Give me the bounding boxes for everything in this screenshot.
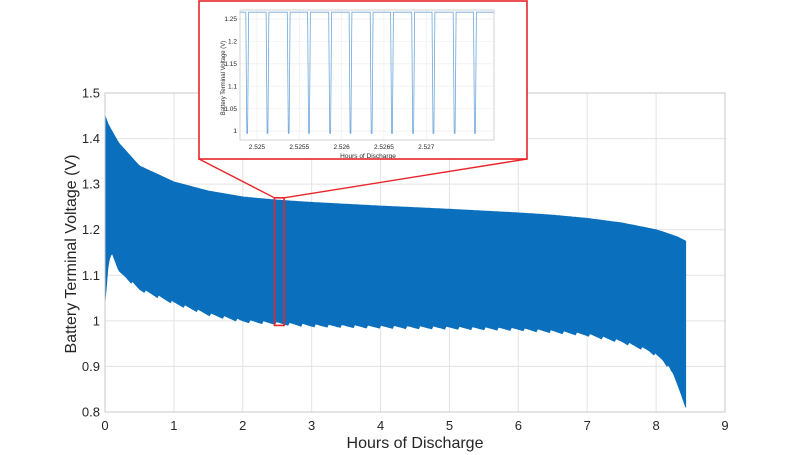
callout-connector-right	[284, 158, 528, 199]
inset-x-tick-label: 2.526	[333, 144, 350, 151]
inset-y-axis-label: Battery Terminal Voltage (V)	[221, 41, 227, 116]
inset-plot-frame	[239, 9, 495, 141]
inset-y-tick-label: 1.15	[224, 61, 237, 68]
main-x-tick-label: 7	[584, 418, 591, 433]
main-x-tick-label: 1	[170, 418, 177, 433]
inset-x-tick-label: 2.527	[418, 144, 435, 151]
inset-x-tick-label: 2.5265	[374, 144, 394, 151]
main-y-tick-label: 1.5	[82, 86, 100, 101]
inset-callout-border	[198, 0, 528, 160]
main-x-tick-label: 6	[515, 418, 522, 433]
main-y-tick-label: 1	[93, 313, 100, 328]
main-series	[104, 115, 687, 408]
inset-series	[240, 11, 494, 134]
inset-y-tick-label: 1	[233, 128, 237, 135]
main-x-tick-label: 2	[239, 418, 246, 433]
inset-y-tick-label: 1.1	[228, 83, 237, 90]
main-x-tick-labels: 0 1 2 3 4 5 6 7 8 9	[101, 418, 728, 433]
inset-grid	[240, 10, 494, 140]
main-voltage-band	[104, 115, 687, 408]
inset-x-tick-label: 2.5255	[289, 144, 309, 151]
callout-connector-left	[198, 158, 275, 199]
main-y-tick-label: 0.9	[82, 359, 100, 374]
main-y-tick-labels: 0.8 0.9 1 1.1 1.2 1.3 1.4 1.5	[82, 86, 100, 420]
main-x-tick-label: 4	[377, 418, 384, 433]
inset-y-tick-label: 1.05	[224, 106, 237, 113]
main-x-tick-label: 5	[446, 418, 453, 433]
main-y-tick-label: 1.2	[82, 222, 100, 237]
zoom-callout	[198, 158, 528, 327]
main-x-tick-label: 0	[101, 418, 108, 433]
main-x-tick-label: 9	[721, 418, 728, 433]
main-y-tick-label: 0.8	[82, 405, 100, 420]
inset-y-tick-labels: 1 1.05 1.1 1.15 1.2 1.25	[224, 16, 237, 135]
main-y-tick-label: 1.4	[82, 131, 100, 146]
inset-background	[199, 1, 527, 159]
main-x-axis-label: Hours of Discharge	[347, 435, 484, 452]
main-y-tick-label: 1.1	[82, 268, 100, 283]
inset-y-tick-label: 1.2	[228, 39, 237, 46]
inset-y-tick-label: 1.25	[224, 16, 237, 23]
zoom-highlight-box	[273, 197, 285, 327]
inset-x-axis-label: Hours of Discharge	[340, 153, 396, 160]
inset-pulse-line	[240, 11, 494, 134]
main-x-tick-label: 8	[652, 418, 659, 433]
inset-x-tick-label: 2.525	[249, 144, 266, 151]
inset-chart: 2.525 2.5255 2.526 2.5265 2.527 1 1.05 1.1 1.15…	[198, 0, 528, 160]
inset-x-tick-labels: 2.525 2.5255 2.526 2.5265 2.527	[249, 144, 435, 151]
main-x-tick-label: 3	[308, 418, 315, 433]
main-y-axis-label: Battery Terminal Voltage (V)	[63, 155, 80, 354]
main-y-tick-label: 1.3	[82, 177, 100, 192]
